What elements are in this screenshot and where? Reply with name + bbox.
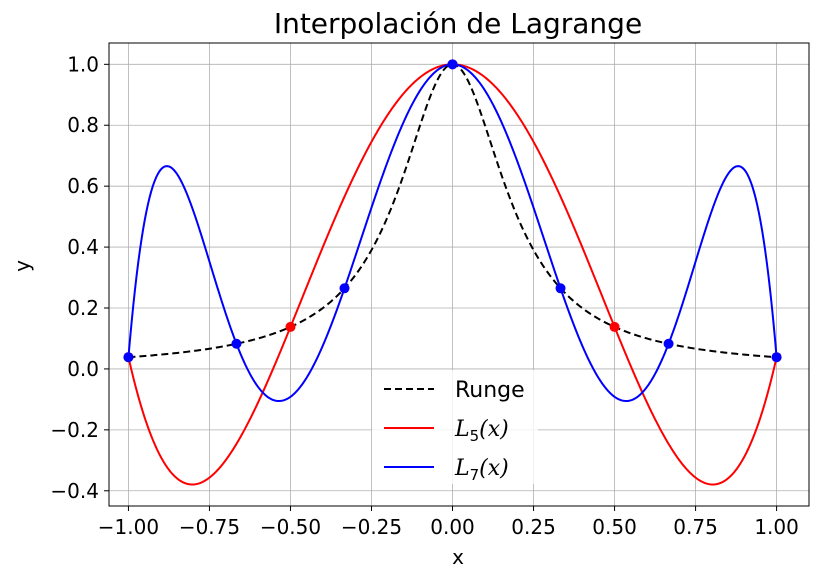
node-markers [123,59,782,363]
legend-l7-arg: (x) [479,456,509,481]
node-point-2 [555,283,566,294]
node-point-2 [339,283,350,294]
chart-title: Interpolación de Lagrange [274,7,642,40]
legend-l5-label: L5(x) [454,417,509,445]
legend-l5-arg: (x) [479,417,509,442]
x-tick-label: 0.75 [673,515,718,539]
y-tick-label: 0.0 [67,357,99,381]
y-axis-label: y [10,260,34,272]
node-point-2 [231,338,242,349]
legend-l7-main: L [454,456,470,481]
y-tick-label: 0.6 [67,174,99,198]
node-point-2 [447,59,458,70]
node-point-2 [771,352,782,363]
node-point-2 [123,352,134,363]
x-tick-label: 0.00 [430,515,475,539]
y-tick-label: 0.2 [67,296,99,320]
y-tick-label: 0.8 [67,113,99,137]
x-tick-label: −1.00 [98,515,159,539]
y-tick-label: 1.0 [67,52,99,76]
x-tick-label: −0.75 [179,515,240,539]
legend-l5-main: L [454,417,470,442]
x-axis-label: x [452,545,464,569]
node-point-1 [609,321,620,332]
x-tick-label: −0.50 [260,515,321,539]
x-tick-label: 1.00 [754,515,799,539]
y-tick-label: 0.4 [67,235,99,259]
x-tick-label: −0.25 [341,515,402,539]
legend-l7-label: L7(x) [454,456,509,484]
legend: Runge L5(x) L7(x) [372,370,538,484]
y-tick-label: −0.4 [50,479,99,503]
node-point-1 [285,321,296,332]
y-tick-label: −0.2 [50,418,99,442]
legend-l7-sub: 7 [470,466,480,484]
plot-frame [108,42,810,507]
legend-l5-sub: 5 [470,427,480,445]
legend-runge-label: Runge [455,378,525,403]
x-tick-label: 0.50 [592,515,637,539]
node-point-2 [663,338,674,349]
x-tick-label: 0.25 [511,515,556,539]
axis-ticks: −1.00 −0.75 −0.50 −0.25 0.00 0.25 0.50 0.75 1.00… [50,52,798,539]
